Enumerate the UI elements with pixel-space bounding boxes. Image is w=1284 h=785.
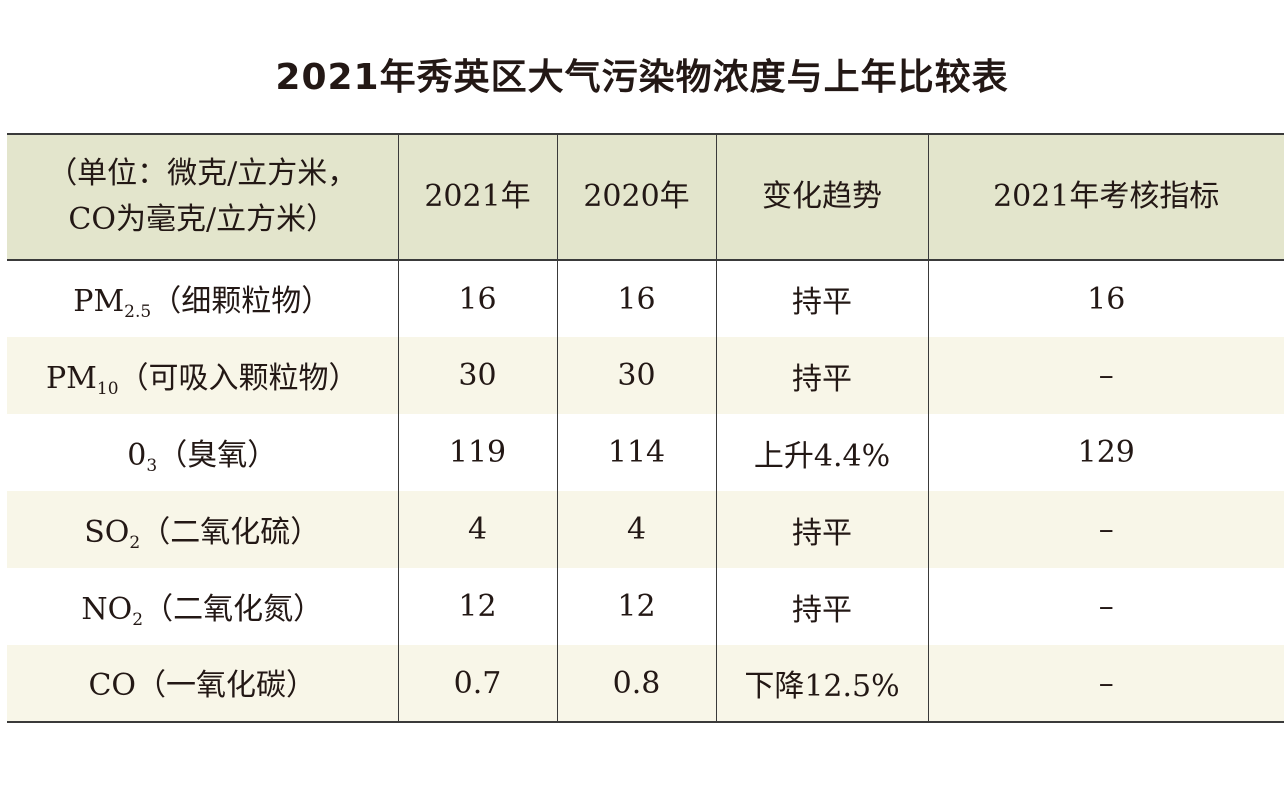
trend: 持平: [715, 491, 928, 568]
pollutant-desc: （臭氧）: [157, 437, 278, 473]
pollutant-symbol: PM: [73, 284, 125, 319]
target-2021: –: [927, 337, 1284, 414]
header-row: （单位：微克/立方米， CO为毫克/立方米） 2021年 2020年 变化趋势 2…: [7, 134, 1284, 260]
target-2021: 16: [927, 260, 1284, 337]
value-2020: 30: [556, 337, 716, 414]
pollutant-desc: （一氧化碳）: [136, 668, 317, 703]
pollutant-comparison-table: （单位：微克/立方米， CO为毫克/立方米） 2021年 2020年 变化趋势 2…: [7, 133, 1284, 723]
value-2021: 0.7: [397, 645, 557, 722]
pollutant-cell: PM10（可吸入颗粒物）: [7, 337, 398, 414]
pollutant-symbol: CO: [88, 668, 137, 703]
pollutant-cell: SO2（二氧化硫）: [7, 491, 398, 568]
pollutant-cell: PM2.5（细颗粒物）: [7, 260, 398, 337]
trend: 持平: [715, 337, 928, 414]
pollutant-cell: CO（一氧化碳）: [7, 645, 398, 722]
unit-line-2: CO为毫克/立方米）: [68, 202, 337, 237]
pollutant-desc: （细颗粒物）: [151, 284, 332, 319]
pollutant-symbol: 0: [127, 437, 147, 473]
header-unit: （单位：微克/立方米， CO为毫克/立方米）: [7, 134, 398, 260]
trend: 上升4.4%: [715, 414, 928, 491]
pollutant-symbol: NO: [81, 591, 133, 627]
header-2021: 2021年: [397, 134, 557, 260]
pollutant-desc: （可吸入颗粒物）: [118, 360, 359, 396]
target-2021: –: [927, 645, 1284, 722]
pollutant-desc: （二氧化氮）: [143, 591, 324, 627]
table-title: 2021年秀英区大气污染物浓度与上年比较表: [275, 57, 1009, 98]
target-2021: –: [927, 568, 1284, 645]
pollutant-subscript: 2: [129, 532, 141, 553]
table-row: SO2（二氧化硫） 4 4 持平 –: [7, 491, 1284, 568]
value-2020: 12: [556, 568, 716, 645]
pollutant-subscript: 3: [146, 455, 158, 476]
pollutant-subscript: 10: [96, 378, 119, 399]
value-2020: 114: [556, 414, 716, 491]
value-2021: 4: [397, 491, 557, 568]
header-trend: 变化趋势: [715, 134, 928, 260]
target-2021: –: [927, 491, 1284, 568]
value-2020: 16: [556, 260, 716, 337]
value-2020: 4: [556, 491, 716, 568]
value-2020: 0.8: [556, 645, 716, 722]
trend: 持平: [715, 568, 928, 645]
table-row: CO（一氧化碳） 0.7 0.8 下降12.5% –: [7, 645, 1284, 722]
table-row: NO2（二氧化氮） 12 12 持平 –: [7, 568, 1284, 645]
value-2021: 30: [397, 337, 557, 414]
value-2021: 119: [397, 414, 557, 491]
pollutant-subscript: 2.5: [124, 302, 152, 322]
header-2020: 2020年: [556, 134, 716, 260]
table-row: 03（臭氧） 119 114 上升4.4% 129: [7, 414, 1284, 491]
target-2021: 129: [927, 414, 1284, 491]
trend: 下降12.5%: [715, 645, 928, 722]
pollutant-desc: （二氧化硫）: [140, 514, 321, 550]
trend: 持平: [715, 260, 928, 337]
pollutant-cell: NO2（二氧化氮）: [7, 568, 398, 645]
header-target: 2021年考核指标: [927, 134, 1284, 260]
pollutant-symbol: PM: [45, 360, 97, 396]
value-2021: 12: [397, 568, 557, 645]
unit-line-1: （单位：微克/立方米，: [47, 156, 358, 191]
table-row: PM2.5（细颗粒物） 16 16 持平 16: [7, 260, 1284, 337]
table-row: PM10（可吸入颗粒物） 30 30 持平 –: [7, 337, 1284, 414]
value-2021: 16: [397, 260, 557, 337]
pollutant-cell: 03（臭氧）: [7, 414, 398, 491]
pollutant-subscript: 2: [132, 609, 144, 630]
pollutant-symbol: SO: [84, 514, 130, 550]
